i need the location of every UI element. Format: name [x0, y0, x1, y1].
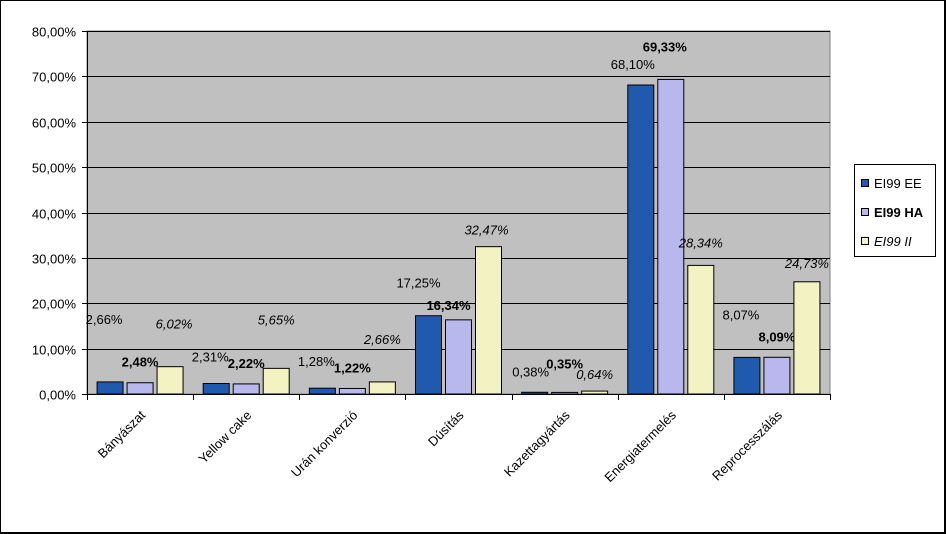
- data-label-ei99-ha-4: 0,35%: [546, 356, 583, 371]
- data-label-ei99-ee-1: 2,31%: [192, 350, 229, 365]
- y-tick-label: 40,00%: [32, 207, 77, 222]
- y-tick-label: 60,00%: [32, 116, 77, 131]
- data-label-ei99-ha-6: 8,09%: [758, 329, 795, 344]
- x-tick-label: Yellow cake: [196, 408, 255, 467]
- bar-ei99-ha-5: [657, 78, 685, 395]
- x-tick-label: Energiatermelés: [601, 407, 679, 485]
- bar-ei99-ha-0: [126, 382, 154, 395]
- y-tick-label: 50,00%: [32, 161, 77, 176]
- legend-item-ee: EI99 EE: [861, 175, 922, 191]
- y-tick-label: 10,00%: [32, 343, 77, 358]
- data-label-ei99-ha-0: 2,48%: [122, 355, 159, 370]
- legend-label-ii: EI99 II: [874, 233, 912, 249]
- x-tick-label: Urán konverzió: [288, 408, 360, 480]
- bar-ei99-ee-5: [627, 84, 655, 395]
- legend-item-ii: EI99 II: [861, 233, 912, 249]
- data-label-ei99-ii-1: 5,65%: [258, 312, 295, 327]
- legend-item-ha: EI99 HA: [861, 204, 923, 220]
- data-label-ei99-ii-5: 28,34%: [678, 235, 723, 250]
- bar-ei99-ii-4: [581, 390, 609, 395]
- legend: EI99 EE EI99 HA EI99 II: [854, 164, 936, 257]
- data-label-ei99-ee-0: 2,66%: [86, 312, 123, 327]
- x-tick-label: Bányászat: [95, 407, 149, 461]
- legend-label-ha: EI99 HA: [874, 204, 924, 220]
- bar-ei99-ee-3: [415, 315, 442, 395]
- bar-ei99-ii-3: [475, 246, 502, 395]
- y-tick-label: 30,00%: [32, 252, 77, 267]
- bar-ei99-ee-1: [202, 383, 230, 395]
- legend-swatch-ee: [861, 179, 869, 187]
- legend-swatch-ha: [861, 208, 869, 216]
- data-label-ei99-ii-3: 32,47%: [464, 223, 508, 238]
- data-label-ei99-ee-2: 1,28%: [298, 354, 335, 369]
- data-label-ei99-ii-2: 2,66%: [363, 332, 401, 347]
- x-tick-label: Dúsítás: [425, 407, 467, 449]
- y-tick-label: 0,00%: [39, 388, 76, 403]
- data-label-ei99-ii-6: 24,73%: [784, 256, 829, 271]
- data-label-ei99-ee-5: 68,10%: [611, 57, 656, 72]
- legend-label-ee: EI99 EE: [874, 175, 922, 191]
- bar-ei99-ha-3: [445, 319, 472, 395]
- data-label-ei99-ee-4: 0,38%: [512, 364, 549, 379]
- y-tick-label: 20,00%: [32, 297, 77, 312]
- data-label-ei99-ha-3: 16,34%: [426, 298, 471, 313]
- bar-ei99-ee-6: [733, 356, 761, 395]
- bar-ei99-ha-4: [551, 391, 579, 395]
- bar-ei99-ii-6: [793, 281, 821, 395]
- bar-ei99-ha-1: [232, 383, 260, 395]
- data-label-ei99-ee-3: 17,25%: [396, 276, 441, 291]
- data-label-ei99-ee-6: 8,07%: [722, 307, 759, 322]
- data-label-ei99-ha-1: 2,22%: [228, 356, 265, 371]
- data-label-ei99-ha-5: 69,33%: [643, 39, 688, 54]
- bar-ei99-ii-5: [687, 264, 715, 395]
- legend-swatch-ii: [861, 237, 869, 245]
- bar-ei99-ii-0: [156, 366, 184, 395]
- data-label-ei99-ii-0: 6,02%: [156, 317, 193, 332]
- bar-ei99-ii-2: [368, 381, 396, 395]
- data-label-ei99-ii-4: 0,64%: [576, 367, 613, 382]
- y-tick-label: 70,00%: [32, 70, 77, 85]
- bar-ei99-ee-2: [308, 387, 336, 395]
- bar-ei99-ee-0: [96, 381, 124, 395]
- x-tick-label: Reprocesszálás: [709, 407, 785, 483]
- bar-ei99-ee-4: [521, 391, 549, 395]
- bar-ei99-ii-1: [262, 367, 290, 395]
- x-tick-label: Kazettagyártás: [501, 407, 573, 479]
- y-tick-label: 80,00%: [32, 25, 77, 40]
- bar-ei99-ha-2: [338, 387, 366, 395]
- data-label-ei99-ha-2: 1,22%: [334, 360, 371, 375]
- bar-ei99-ha-6: [763, 356, 791, 395]
